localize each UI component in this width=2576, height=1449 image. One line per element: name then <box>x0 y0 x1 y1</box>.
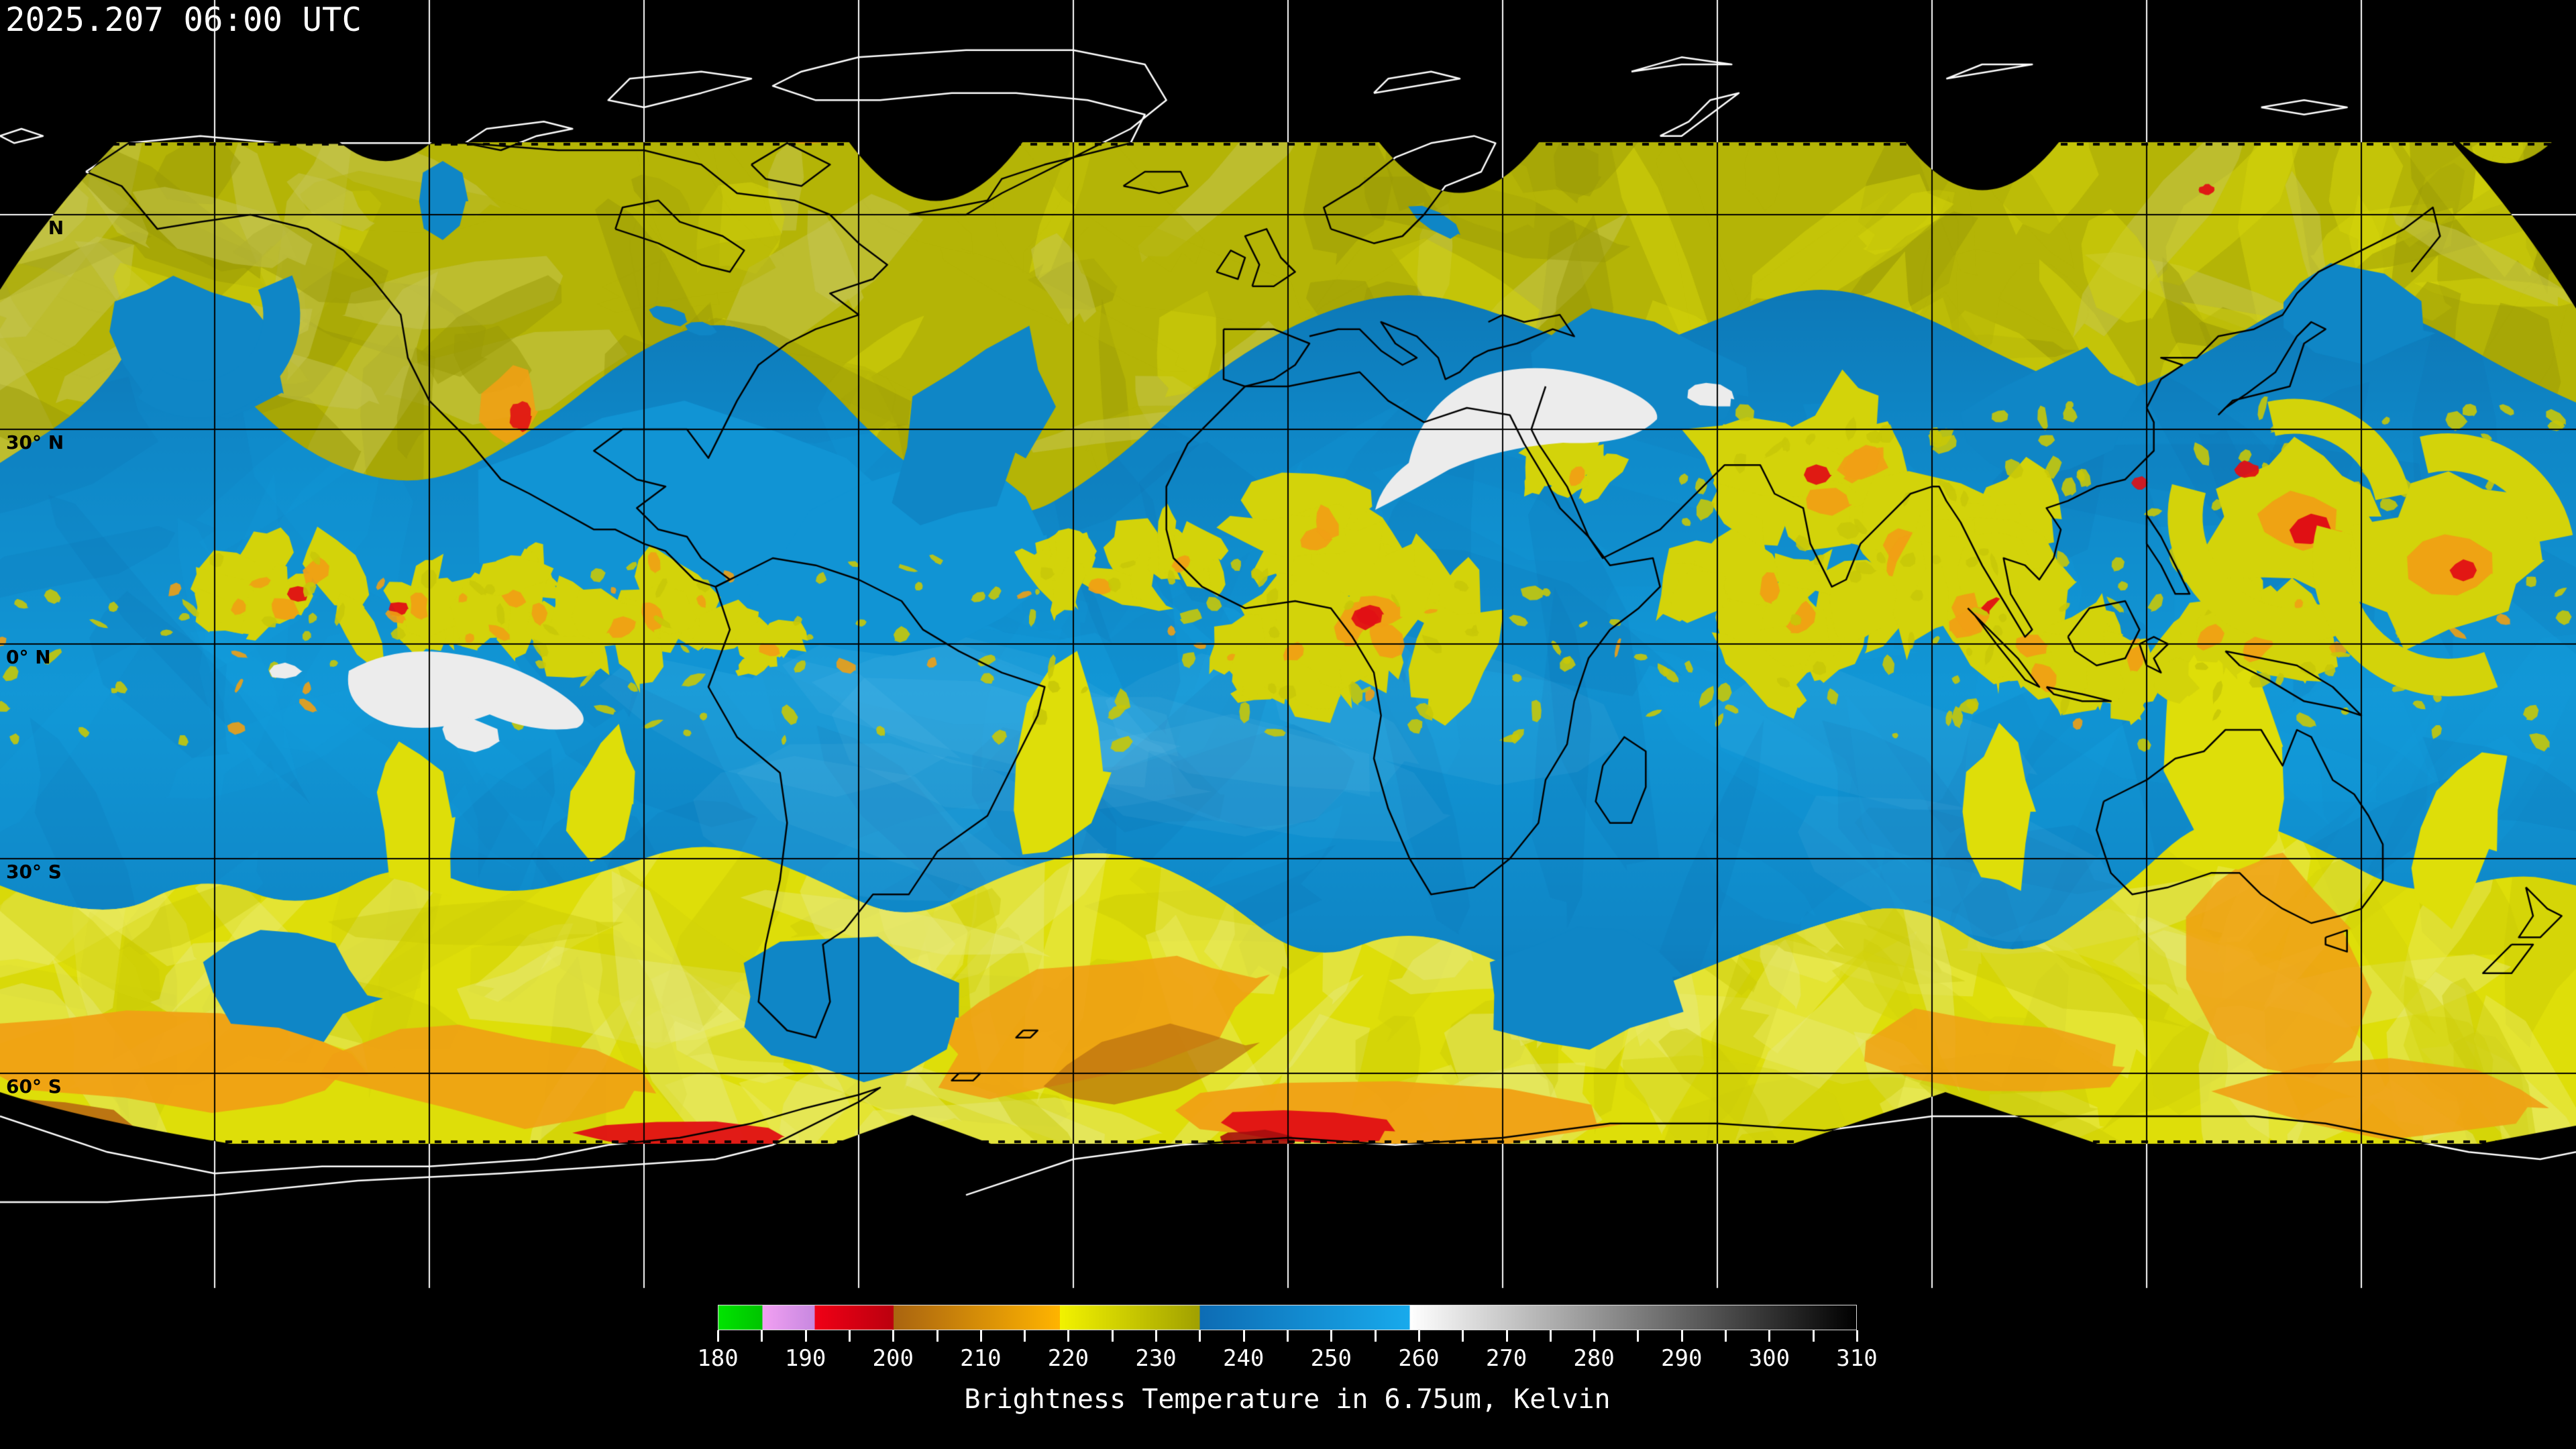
colorbar-tick-mark <box>1024 1330 1026 1342</box>
latitude-label: 60° N <box>6 217 64 239</box>
colorbar-tick-label: 250 <box>1310 1345 1352 1372</box>
colorbar-tick-mark <box>1374 1330 1377 1342</box>
colorbar-tick-mark <box>848 1330 851 1342</box>
colorbar-tick-label: 200 <box>872 1345 914 1372</box>
colorbar-tick-mark <box>979 1330 982 1342</box>
colorbar-tick-mark <box>936 1330 938 1342</box>
colorbar-tick-mark <box>1242 1330 1245 1342</box>
colorbar-tick-mark <box>892 1330 895 1342</box>
colorbar-tick-mark <box>1462 1330 1464 1342</box>
colorbar-tick-mark <box>1637 1330 1640 1342</box>
colorbar-tick-mark <box>1199 1330 1201 1342</box>
colorbar-caption: Brightness Temperature in 6.75um, Kelvin <box>964 1384 1611 1415</box>
colorbar-tick-mark <box>1505 1330 1508 1342</box>
colorbar-tick-mark <box>804 1330 807 1342</box>
colorbar-tick-label: 280 <box>1573 1345 1615 1372</box>
colorbar-tick-mark <box>1330 1330 1333 1342</box>
colorbar-tick-label: 180 <box>697 1345 739 1372</box>
colorbar-tick-mark <box>1417 1330 1420 1342</box>
colorbar-gradient <box>718 1305 1857 1330</box>
colorbar-tick-mark <box>1725 1330 1727 1342</box>
colorbar-tick-mark <box>1067 1330 1070 1342</box>
colorbar-tick-label: 240 <box>1222 1345 1265 1372</box>
colorbar-tick-label: 190 <box>784 1345 826 1372</box>
latitude-label: 30° S <box>6 861 62 883</box>
colorbar-tick-mark <box>1593 1330 1596 1342</box>
colorbar-tick-mark <box>1680 1330 1683 1342</box>
colorbar-tick-label: 310 <box>1836 1345 1878 1372</box>
latitude-label: 0° N <box>6 646 51 668</box>
colorbar-tick-label: 260 <box>1398 1345 1440 1372</box>
latitude-label: 30° N <box>6 431 64 453</box>
colorbar-tick-mark <box>1287 1330 1289 1342</box>
colorbar-tick-label: 270 <box>1485 1345 1527 1372</box>
colorbar-tick-mark <box>1768 1330 1771 1342</box>
colorbar-tick-mark <box>1111 1330 1114 1342</box>
colorbar-tick-mark <box>1856 1330 1858 1342</box>
colorbar-tick-label: 300 <box>1748 1345 1790 1372</box>
colorbar-tick-mark <box>1812 1330 1815 1342</box>
timestamp-label: 2025.207 06:00 UTC <box>5 1 362 39</box>
temperature-colorbar: 180 190 200 210 220 230 240 250 260 270 280 290 300 3… <box>697 1305 1878 1449</box>
colorbar-tick-mark <box>761 1330 763 1342</box>
colorbar-tick-mark <box>1549 1330 1552 1342</box>
colorbar-tick-label: 210 <box>960 1345 1002 1372</box>
colorbar-tick-mark <box>717 1330 719 1342</box>
colorbar-tick-label: 290 <box>1661 1345 1703 1372</box>
latitude-label: 60° S <box>6 1075 62 1097</box>
colorbar-tick-label: 230 <box>1135 1345 1177 1372</box>
colorbar-tick-mark <box>1155 1330 1158 1342</box>
colorbar-tick-label: 220 <box>1047 1345 1089 1372</box>
